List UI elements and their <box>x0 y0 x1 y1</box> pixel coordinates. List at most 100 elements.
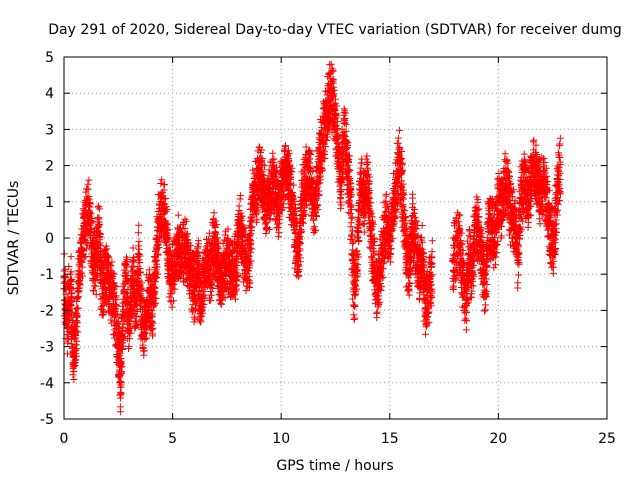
data-point <box>416 289 424 297</box>
data-point <box>117 359 125 367</box>
data-point <box>242 287 250 295</box>
data-point <box>73 323 81 331</box>
data-point <box>76 268 84 276</box>
data-point <box>65 263 73 271</box>
data-point <box>100 308 108 316</box>
data-point <box>96 205 104 213</box>
data-point <box>349 246 357 254</box>
data-point <box>119 333 127 341</box>
data-point <box>78 263 86 271</box>
data-point <box>111 304 119 312</box>
data-point <box>85 176 93 184</box>
data-point <box>116 408 124 416</box>
data-point <box>236 192 244 200</box>
data-point <box>61 274 69 282</box>
data-point <box>70 376 78 384</box>
data-point <box>373 308 381 316</box>
data-point <box>99 269 107 277</box>
data-point <box>121 289 129 297</box>
data-point <box>347 219 355 227</box>
data-point <box>117 381 125 389</box>
data-point <box>68 290 76 298</box>
data-point <box>107 262 115 270</box>
data-point <box>132 318 140 326</box>
data-points <box>60 60 564 416</box>
data-point <box>72 334 80 342</box>
data-point <box>138 293 146 301</box>
data-point <box>409 190 417 198</box>
data-point <box>118 302 126 310</box>
data-point <box>78 272 86 280</box>
data-point <box>249 166 257 174</box>
data-point <box>125 342 133 350</box>
data-point <box>67 253 75 261</box>
data-point <box>450 282 458 290</box>
data-point <box>168 303 176 311</box>
data-point <box>95 218 103 226</box>
data-point <box>360 228 368 236</box>
data-point <box>282 142 290 150</box>
data-point <box>76 281 84 289</box>
data-point <box>157 180 165 188</box>
data-point <box>63 339 71 347</box>
data-point <box>350 311 358 319</box>
data-point <box>348 227 356 235</box>
data-point <box>127 310 135 318</box>
data-point <box>462 315 470 323</box>
data-point <box>129 258 137 266</box>
data-point <box>110 270 118 278</box>
data-point <box>405 291 413 299</box>
data-point <box>103 245 111 253</box>
data-point <box>84 185 92 193</box>
data-point <box>73 345 81 353</box>
data-point <box>73 319 81 327</box>
data-point <box>135 252 143 260</box>
data-point <box>428 237 436 245</box>
data-point <box>111 282 119 290</box>
data-point <box>351 302 359 310</box>
data-point <box>221 294 229 302</box>
data-point <box>107 316 115 324</box>
data-point <box>133 321 141 329</box>
data-point <box>74 304 82 312</box>
data-point <box>269 149 277 157</box>
data-point <box>72 352 80 360</box>
data-point <box>112 296 120 304</box>
data-point <box>136 287 144 295</box>
data-point <box>123 255 131 263</box>
data-point <box>67 268 75 276</box>
data-point <box>463 317 471 325</box>
data-point <box>105 253 113 261</box>
data-point <box>327 60 335 68</box>
data-point <box>113 319 121 327</box>
chart-title: Day 291 of 2020, Sidereal Day-to-day VTE… <box>48 22 622 38</box>
data-point <box>72 341 80 349</box>
data-point <box>140 347 148 355</box>
data-point <box>82 237 90 245</box>
data-point <box>61 265 69 273</box>
data-point <box>67 296 75 304</box>
data-point <box>101 286 109 294</box>
data-point <box>274 233 282 241</box>
data-point <box>109 269 117 277</box>
data-point <box>394 139 402 147</box>
data-point <box>87 225 95 233</box>
data-point <box>99 302 107 310</box>
data-point <box>418 222 426 230</box>
data-point <box>174 211 182 219</box>
data-point <box>68 275 76 283</box>
data-point <box>86 200 94 208</box>
data-point <box>421 330 429 338</box>
data-point <box>81 253 89 261</box>
data-point <box>351 314 359 322</box>
data-point <box>67 276 75 284</box>
data-point <box>127 329 135 337</box>
data-point <box>135 238 143 246</box>
data-point <box>114 318 122 326</box>
data-point <box>142 334 150 342</box>
data-point <box>135 221 143 229</box>
data-point <box>112 283 120 291</box>
data-point <box>409 200 417 208</box>
data-point <box>88 217 96 225</box>
data-point <box>69 371 77 379</box>
